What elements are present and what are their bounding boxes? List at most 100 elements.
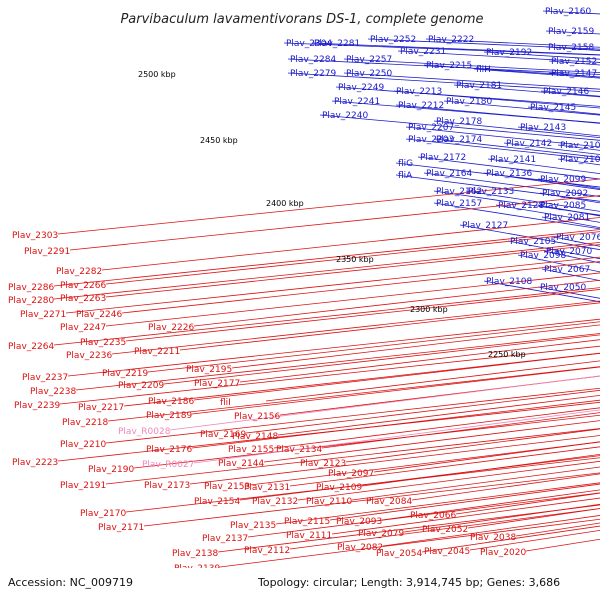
gene-label: Plav_2280 bbox=[8, 296, 54, 306]
label-connector bbox=[123, 352, 600, 407]
gene-label: Plav_2239 bbox=[14, 401, 60, 411]
label-connector bbox=[231, 324, 600, 369]
gene-label: Plav_2304 bbox=[286, 39, 332, 49]
gene-label: Plav_R0028 bbox=[118, 427, 171, 437]
gene-label: Plav_2191 bbox=[60, 481, 106, 491]
label-connector bbox=[169, 375, 600, 431]
gene-label: Plav_2291 bbox=[24, 247, 70, 257]
label-connector bbox=[65, 256, 600, 314]
gene-label: Plav_2252 bbox=[370, 35, 416, 45]
gene-label: Plav_2286 bbox=[8, 283, 54, 293]
gene-label: Plav_R0027 bbox=[142, 460, 194, 470]
gene-label: Plav_2209 bbox=[118, 381, 164, 391]
label-connector bbox=[111, 300, 600, 355]
label-connector bbox=[525, 538, 600, 552]
label-connector bbox=[133, 414, 600, 469]
gene-label: Plav_2105 bbox=[510, 237, 556, 247]
gene-label: Plav_2128 bbox=[498, 201, 544, 211]
gene-label: Plav_2076 bbox=[556, 233, 600, 243]
gene-label: Plav_2156 bbox=[234, 412, 280, 422]
gene-label: Plav_2247 bbox=[60, 323, 106, 333]
label-connector bbox=[319, 114, 600, 141]
gene-label: Plav_2263 bbox=[60, 294, 106, 304]
gene-label: Plav_2159 bbox=[548, 27, 594, 37]
gene-label: Plav_2109 bbox=[316, 483, 362, 493]
label-connector bbox=[329, 483, 600, 521]
label-connector bbox=[287, 72, 600, 92]
label-connector bbox=[263, 420, 600, 463]
label-connector bbox=[193, 409, 600, 464]
gene-label: Plav_2212 bbox=[398, 101, 444, 111]
gene-label: Plav_2219 bbox=[102, 369, 148, 379]
gene-label: Plav_2282 bbox=[56, 267, 102, 277]
gene-label: Plav_2020 bbox=[480, 548, 526, 558]
gene-label: Plav_2135 bbox=[230, 521, 276, 531]
gene-label: Plav_2084 bbox=[366, 497, 412, 507]
gene-label: Plav_2235 bbox=[80, 338, 126, 348]
label-connector bbox=[57, 401, 600, 462]
label-connector bbox=[105, 231, 600, 285]
genome-summary: Topology: circular; Length: 3,914,745 bp… bbox=[257, 576, 560, 589]
gene-label: Plav_2067 bbox=[544, 265, 590, 275]
label-connector bbox=[311, 42, 600, 56]
tick-label: 2500 kbp bbox=[138, 70, 176, 79]
label-connector bbox=[143, 472, 600, 527]
gene-label: Plav_2174 bbox=[436, 135, 482, 145]
gene-label: Plav_2195 bbox=[186, 365, 232, 375]
gene-label: Plav_2226 bbox=[148, 323, 194, 333]
label-connector bbox=[59, 345, 600, 405]
gene-label: Plav_2144 bbox=[218, 459, 264, 469]
label-connector bbox=[53, 229, 600, 287]
gene-label: Plav_2157 bbox=[436, 199, 482, 209]
label-connector bbox=[67, 318, 600, 377]
gene-label: Plav_2164 bbox=[426, 169, 472, 179]
gene-label: Plav_2133 bbox=[468, 187, 514, 197]
label-connector bbox=[345, 428, 600, 463]
gene-label: Plav_2111 bbox=[286, 531, 332, 541]
label-connector bbox=[193, 352, 600, 401]
gene-label: Plav_2141 bbox=[490, 155, 536, 165]
gene-label: Plav_2250 bbox=[346, 69, 392, 79]
gene-label: Plav_2143 bbox=[520, 123, 566, 133]
gene-label: Plav_2257 bbox=[346, 55, 392, 65]
gene-label: Plav_2217 bbox=[78, 403, 124, 413]
gene-label: Plav_2038 bbox=[470, 533, 516, 543]
label-connector bbox=[537, 286, 600, 299]
gene-label: Plav_2107 bbox=[560, 141, 600, 151]
label-connector bbox=[147, 321, 600, 373]
label-connector bbox=[483, 280, 600, 303]
tick-label: 2350 kbp bbox=[336, 255, 374, 264]
tick-label: 2250 kbp bbox=[488, 350, 526, 359]
gene-label: Plav_2112 bbox=[244, 546, 290, 556]
gene-label: Plav_2186 bbox=[148, 397, 194, 407]
gene-label: Plav_2070 bbox=[546, 247, 592, 257]
label-connector bbox=[105, 272, 600, 327]
gene-label: Plav_2249 bbox=[338, 83, 384, 93]
gene-label: Plav_2081 bbox=[544, 213, 590, 223]
gene-label: Plav_2246 bbox=[76, 310, 122, 320]
gene-label: Plav_2271 bbox=[20, 310, 66, 320]
label-connector bbox=[381, 489, 600, 521]
gene-label: Plav_2045 bbox=[424, 547, 470, 557]
gene-label: Plav_2279 bbox=[290, 69, 336, 79]
label-connector bbox=[361, 453, 600, 487]
label-connector bbox=[289, 446, 600, 487]
label-connector bbox=[275, 482, 600, 525]
gene-label: Plav_2172 bbox=[420, 153, 466, 163]
gene-label: fliH bbox=[476, 65, 491, 75]
gene-label: Plav_2115 bbox=[284, 517, 330, 527]
gene-label: Plav_2052 bbox=[422, 525, 468, 535]
label-connector bbox=[289, 508, 600, 550]
gene-label: Plav_2171 bbox=[98, 523, 144, 533]
label-connector bbox=[101, 217, 600, 271]
gene-label: Plav_2101 bbox=[560, 155, 600, 165]
label-connector bbox=[193, 279, 600, 327]
label-connector bbox=[125, 457, 600, 513]
gene-label: Plav_2284 bbox=[290, 55, 336, 65]
label-connectors bbox=[53, 10, 600, 568]
gene-label: Plav_2203 bbox=[408, 135, 454, 145]
gene-label: Plav_2207 bbox=[408, 123, 454, 133]
label-connector bbox=[287, 58, 600, 75]
gene-label: Plav_2146 bbox=[543, 87, 589, 97]
